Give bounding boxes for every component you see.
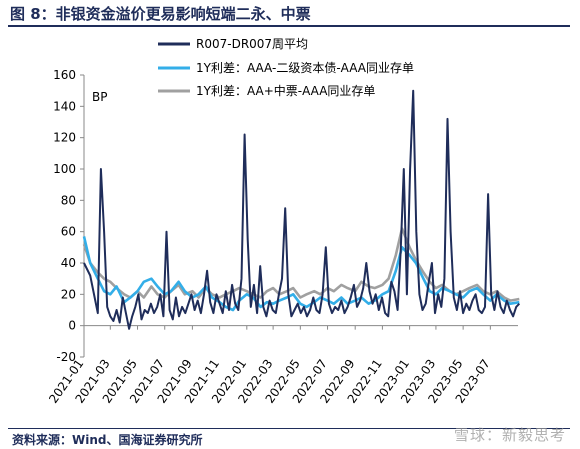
series-line-1 <box>82 236 520 312</box>
chart-legend: R007-DR007周平均 1Y利差：AAA-二级资本债-AAA同业存单 1Y利差：… <box>158 37 414 98</box>
legend-label-0: R007-DR007周平均 <box>196 37 308 51</box>
title-divider <box>8 25 570 27</box>
chart-plot-area <box>82 89 521 330</box>
y-tick-label: 120 <box>53 131 76 145</box>
y-tick-label: 140 <box>53 99 76 113</box>
watermark: 雪球：新毅思考 <box>453 426 566 444</box>
series-line-2 <box>82 227 520 302</box>
figure-title: 图 8：非银资金溢价更易影响短端二永、中票 <box>10 5 311 23</box>
legend-label-1: 1Y利差：AAA-二级资本债-AAA同业存单 <box>196 61 414 75</box>
y-tick-label: 80 <box>61 193 76 207</box>
y-tick-label: 160 <box>53 68 76 82</box>
y-tick-label: 100 <box>53 162 76 176</box>
y-axis-unit-label: BP <box>92 90 107 104</box>
y-tick-label: 20 <box>61 287 76 301</box>
source-divider <box>8 428 570 429</box>
y-tick-label: 60 <box>61 225 76 239</box>
series-line-0 <box>83 89 521 330</box>
y-tick-label: 0 <box>68 319 76 333</box>
y-tick-label: -20 <box>56 350 76 364</box>
y-tick-label: 40 <box>61 256 76 270</box>
source-note: 资料来源：Wind、国海证券研究所 <box>12 433 203 447</box>
legend-label-2: 1Y利差：AA+中票-AAA同业存单 <box>196 83 375 98</box>
